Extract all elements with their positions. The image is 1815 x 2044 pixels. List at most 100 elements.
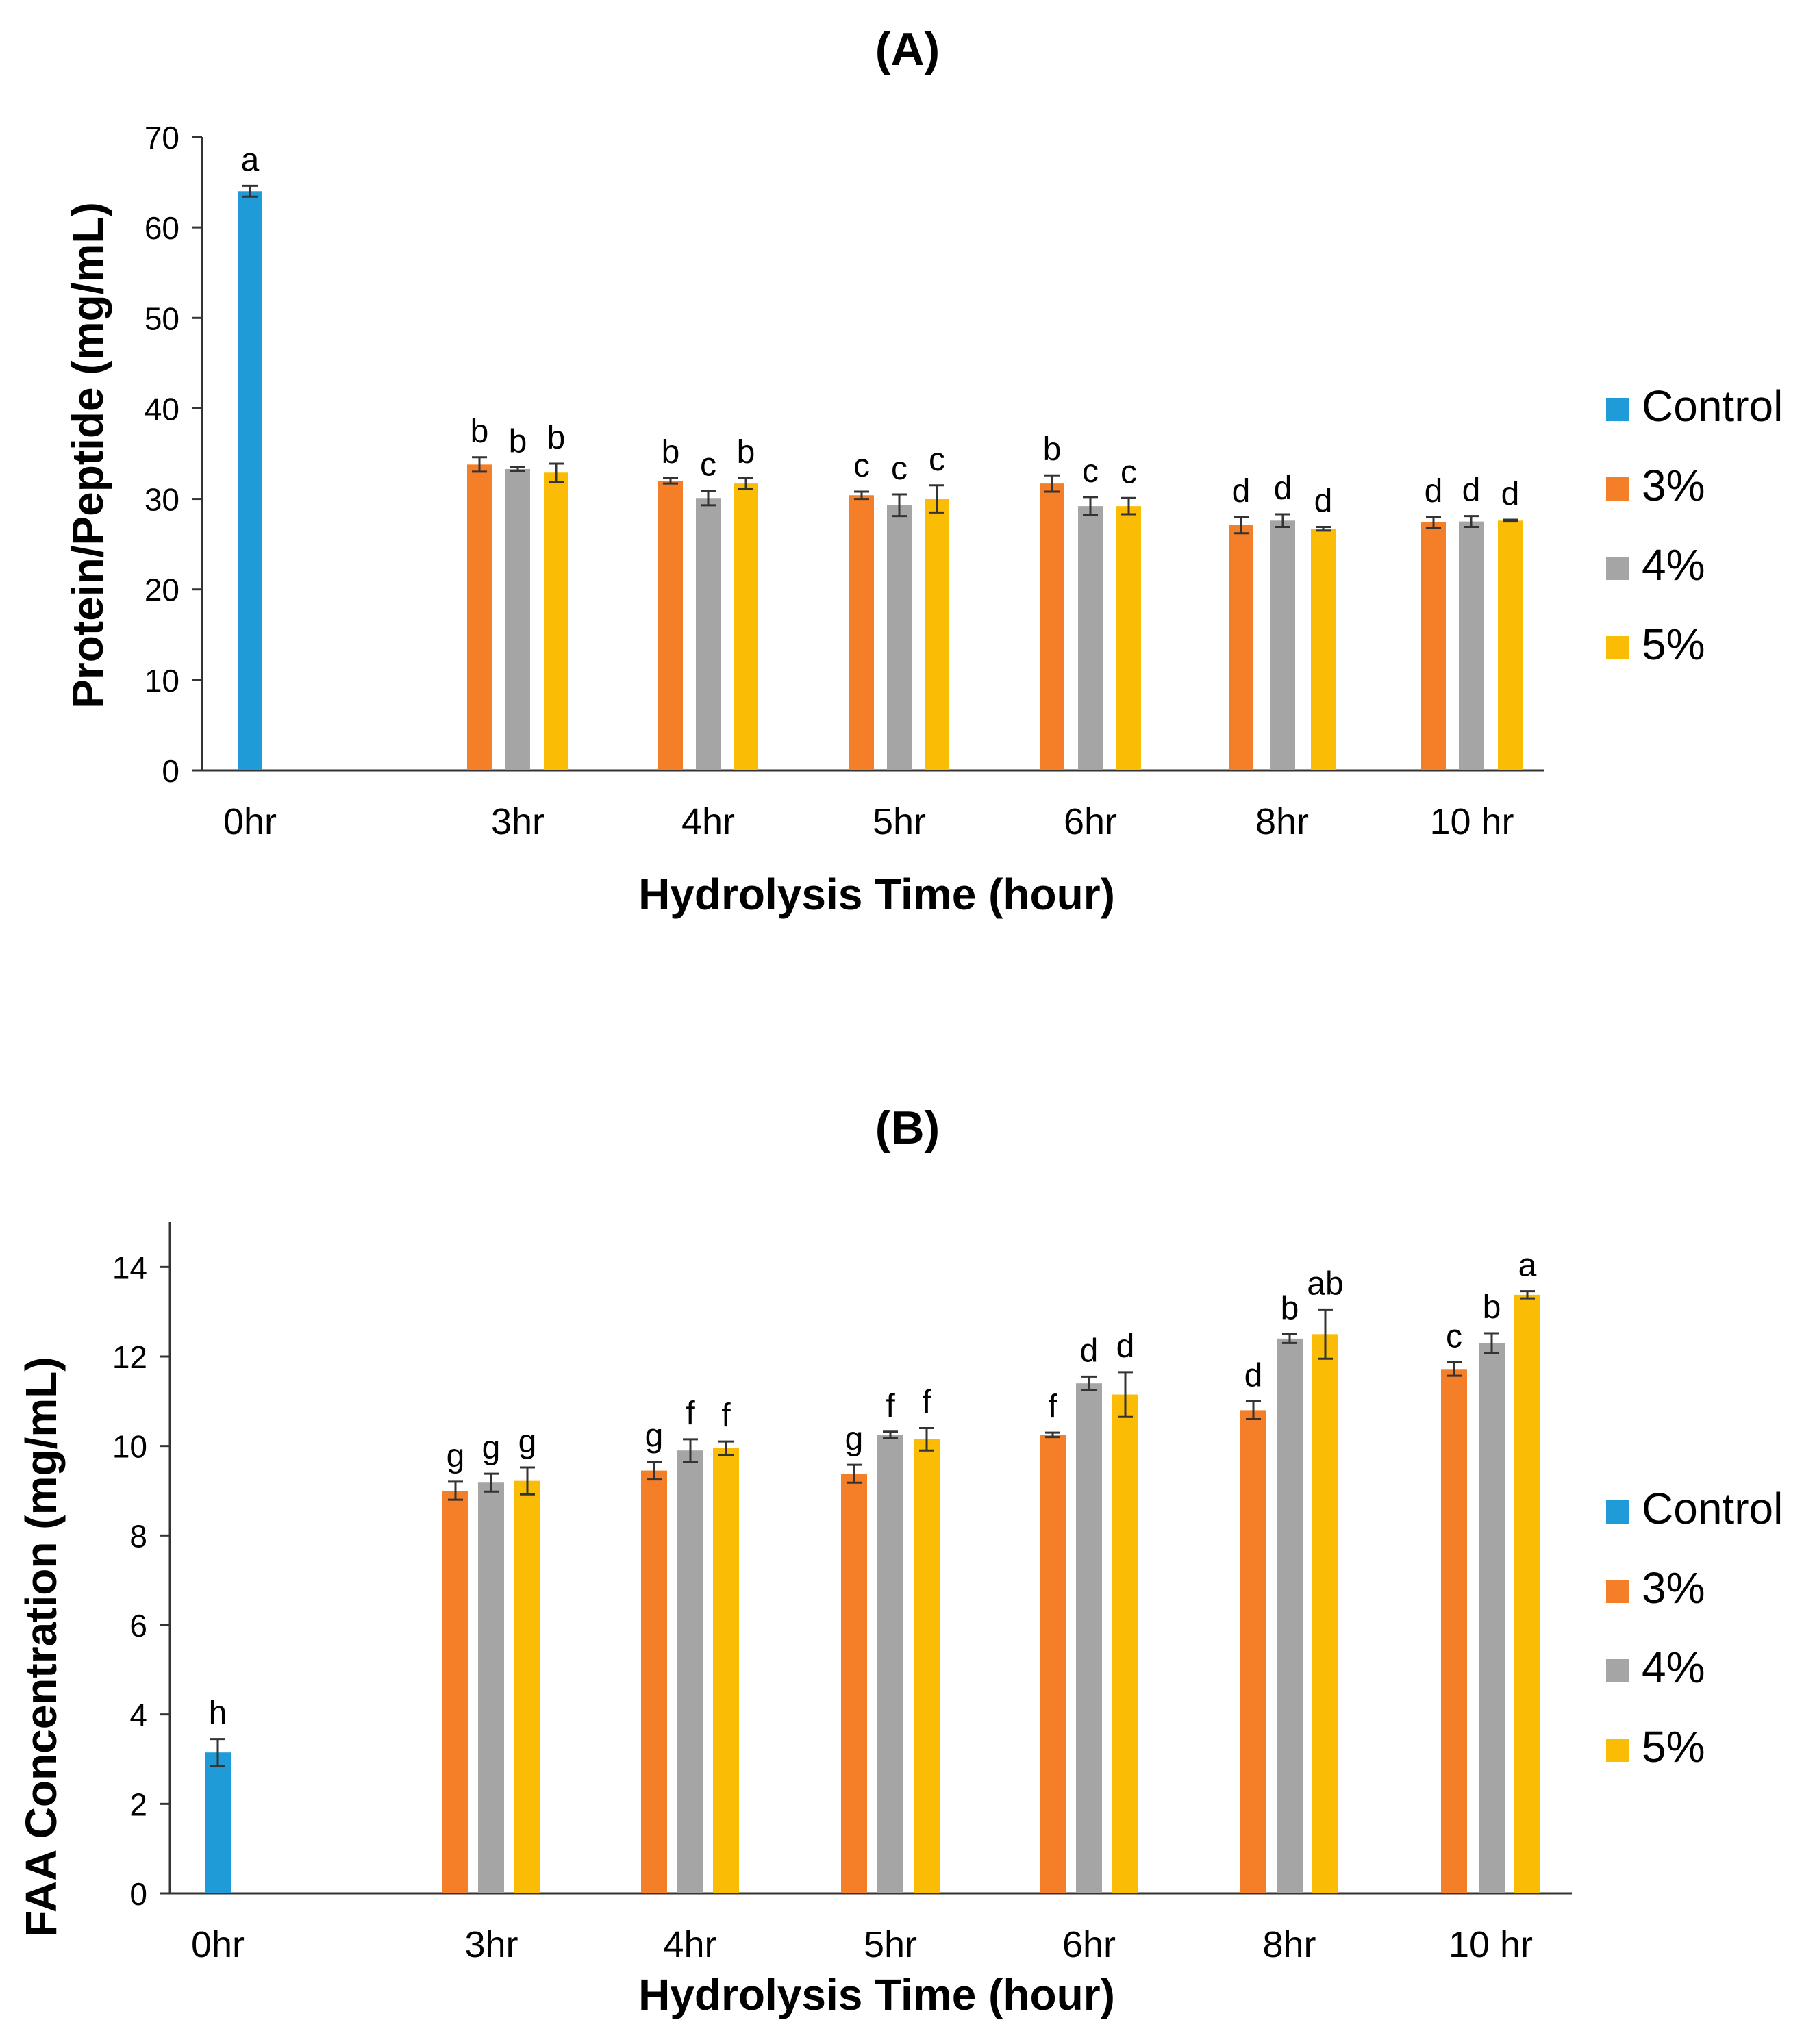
chart-b-bar — [713, 1448, 739, 1893]
chart-b-data-label: f — [686, 1396, 695, 1432]
chart-a-bar — [1116, 506, 1141, 770]
chart-a-bar — [887, 505, 912, 770]
chart-a-data-label: d — [1462, 472, 1481, 509]
chart-b-xlabel: Hydrolysis Time (hour) — [638, 1970, 1115, 2019]
chart-b-data-label: g — [645, 1418, 664, 1454]
chart-a-legend-swatch — [1606, 636, 1629, 659]
chart-b-bar — [677, 1450, 703, 1893]
chart-a-data-label: b — [471, 414, 489, 450]
chart-b-legend-label: 3% — [1642, 1563, 1705, 1613]
chart-b-bar — [914, 1439, 940, 1893]
chart-a-data-label: d — [1501, 476, 1520, 512]
chart-a-title: (A) — [875, 23, 940, 75]
chart-b-bar — [877, 1435, 903, 1893]
chart-b-data-label: d — [1080, 1333, 1099, 1369]
chart-a-data-label: c — [1121, 454, 1137, 490]
chart-b-legend-swatch — [1606, 1739, 1629, 1762]
chart-a-data-label: d — [1232, 473, 1251, 509]
chart-a-category-label: 4hr — [681, 801, 735, 842]
chart-b-data-label: ab — [1307, 1265, 1343, 1302]
chart-a-data-label: b — [1043, 431, 1062, 468]
chart-a-legend-label: Control — [1642, 381, 1783, 431]
chart-b-data-label: b — [1483, 1289, 1501, 1326]
chart-a-bar — [658, 481, 683, 770]
chart-a-data-label: c — [891, 451, 908, 487]
chart-a-ytick-label: 30 — [145, 482, 179, 518]
chart-panel-a: (A) Protein/Peptide (mg/mL) Hydrolysis T… — [0, 0, 1815, 1020]
chart-a-bar — [505, 468, 530, 770]
chart-a-bar — [1498, 520, 1523, 770]
chart-a-data-label: a — [241, 142, 260, 178]
chart-b-data-label: g — [447, 1438, 465, 1474]
chart-a-bar — [734, 483, 758, 770]
chart-a-data-label: b — [662, 434, 680, 470]
chart-a-legend-swatch — [1606, 398, 1629, 421]
chart-b-legend-label: Control — [1642, 1484, 1783, 1533]
chart-b-category-label: 6hr — [1062, 1924, 1116, 1965]
chart-b-bar — [1277, 1338, 1303, 1893]
chart-b-bar — [1240, 1410, 1266, 1893]
chart-b-data-label: c — [1446, 1318, 1462, 1354]
chart-a-svg: (A) Protein/Peptide (mg/mL) Hydrolysis T… — [63, 23, 1783, 919]
chart-b-bar — [514, 1480, 540, 1893]
chart-b-data-label: d — [1244, 1357, 1263, 1393]
chart-b-title: (B) — [875, 1102, 940, 1154]
chart-b-data-label: h — [209, 1695, 227, 1732]
chart-a-bar — [238, 191, 262, 770]
chart-b-legend-swatch — [1606, 1500, 1629, 1524]
chart-b-category-label: 4hr — [663, 1924, 716, 1965]
chart-b-ytick-label: 6 — [129, 1608, 147, 1643]
chart-b-category-label: 10 hr — [1449, 1924, 1533, 1965]
chart-b-ytick-label: 12 — [112, 1339, 147, 1375]
chart-b-bar — [1479, 1343, 1505, 1893]
chart-a-category-label: 10 hr — [1429, 801, 1514, 842]
chart-panel-b: (B) FAA Concentration (mg/mL) Hydrolysis… — [0, 1020, 1815, 2041]
chart-b-data-label: g — [518, 1424, 537, 1460]
chart-b-bar — [1040, 1435, 1066, 1893]
chart-b-category-label: 0hr — [191, 1924, 245, 1965]
chart-b-category-label: 5hr — [864, 1924, 917, 1965]
chart-a-bar — [1459, 521, 1484, 770]
chart-b-bar — [841, 1474, 867, 1893]
chart-a-bar — [696, 498, 721, 770]
chart-a-data-label: d — [1274, 470, 1292, 507]
chart-b-ytick-label: 8 — [129, 1518, 147, 1554]
chart-a-bar — [544, 472, 568, 770]
chart-a-data-label: c — [929, 442, 945, 478]
chart-a-bar — [1078, 506, 1103, 770]
chart-a-category-label: 6hr — [1064, 801, 1117, 842]
chart-a-bar — [1421, 522, 1446, 770]
chart-a-ylabel: Protein/Peptide (mg/mL) — [63, 202, 112, 709]
chart-a-category-label: 3hr — [491, 801, 544, 842]
chart-a-data-label: c — [1082, 453, 1099, 490]
chart-b-data-label: b — [1281, 1290, 1299, 1326]
chart-b-data-label: f — [886, 1388, 895, 1424]
chart-a-legend-label: 4% — [1642, 540, 1705, 590]
chart-b-ytick-label: 10 — [112, 1429, 147, 1465]
chart-a-category-label: 8hr — [1255, 801, 1309, 842]
chart-b-bar — [1112, 1394, 1138, 1893]
chart-a-data-label: b — [547, 420, 566, 456]
chart-a-bar — [1040, 483, 1064, 770]
chart-b-bar — [1076, 1383, 1102, 1893]
chart-b-bar — [442, 1491, 468, 1893]
chart-a-category-label: 5hr — [873, 801, 926, 842]
chart-a-bar — [1229, 525, 1253, 770]
chart-b-bar — [1441, 1369, 1467, 1893]
chart-a-data-label: c — [853, 448, 870, 484]
chart-b-data-label: a — [1518, 1248, 1537, 1284]
chart-b-bar — [1514, 1294, 1540, 1893]
chart-a-legend-swatch — [1606, 557, 1629, 580]
chart-b-category-label: 8hr — [1262, 1924, 1316, 1965]
chart-b-legend-label: 5% — [1642, 1722, 1705, 1771]
chart-a-data-label: c — [700, 447, 716, 483]
chart-b-ylabel: FAA Concentration (mg/mL) — [16, 1357, 66, 1936]
chart-b-legend-swatch — [1606, 1659, 1629, 1682]
chart-b-bar — [205, 1752, 231, 1893]
chart-a-ytick-label: 70 — [145, 120, 179, 155]
chart-b-legend-swatch — [1606, 1580, 1629, 1603]
chart-b-data-label: f — [922, 1385, 931, 1421]
chart-b-legend-label: 4% — [1642, 1643, 1705, 1692]
chart-b-bar — [641, 1470, 667, 1893]
chart-a-data-label: b — [509, 423, 527, 459]
